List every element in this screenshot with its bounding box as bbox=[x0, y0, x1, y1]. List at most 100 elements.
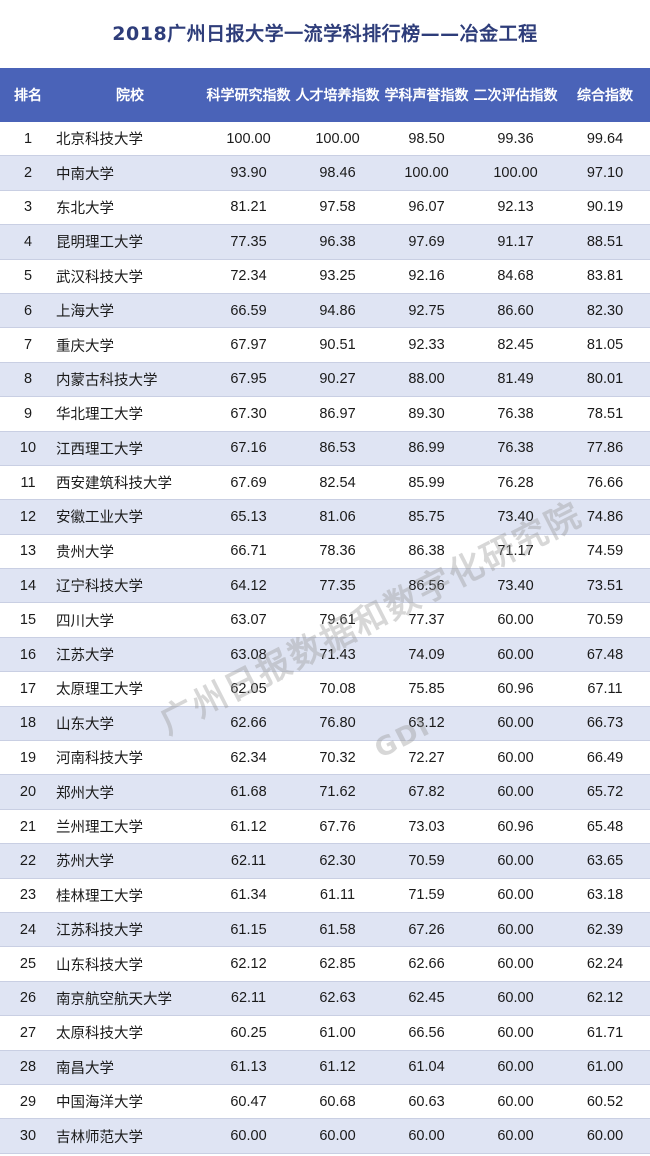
reputation-index-cell: 96.07 bbox=[382, 190, 471, 226]
header-reputation-index: 学科声誉指数 bbox=[382, 68, 471, 122]
table-row: 21 兰州理工大学 61.12 67.76 73.03 60.96 65.48 bbox=[0, 809, 650, 845]
rank-cell: 4 bbox=[0, 224, 56, 260]
reputation-index-cell: 89.30 bbox=[382, 396, 471, 432]
rank-cell: 20 bbox=[0, 774, 56, 810]
table-row: 22 苏州大学 62.11 62.30 70.59 60.00 63.65 bbox=[0, 843, 650, 879]
table-row: 9 华北理工大学 67.30 86.97 89.30 76.38 78.51 bbox=[0, 396, 650, 432]
talent-index-cell: 81.06 bbox=[293, 499, 382, 535]
reputation-index-cell: 100.00 bbox=[382, 155, 471, 191]
secondary-eval-index-cell: 60.00 bbox=[471, 706, 560, 742]
table-row: 30 吉林师范大学 60.00 60.00 60.00 60.00 60.00 bbox=[0, 1118, 650, 1154]
table-row: 25 山东科技大学 62.12 62.85 62.66 60.00 62.24 bbox=[0, 946, 650, 982]
talent-index-cell: 86.53 bbox=[293, 431, 382, 466]
talent-index-cell: 62.63 bbox=[293, 981, 382, 1017]
research-index-cell: 66.71 bbox=[204, 534, 293, 570]
overall-index-cell: 99.64 bbox=[560, 122, 650, 157]
table-row: 12 安徽工业大学 65.13 81.06 85.75 73.40 74.86 bbox=[0, 499, 650, 535]
school-cell: 四川大学 bbox=[56, 602, 204, 638]
rank-cell: 6 bbox=[0, 293, 56, 329]
overall-index-cell: 78.51 bbox=[560, 396, 650, 432]
research-index-cell: 61.12 bbox=[204, 809, 293, 845]
research-index-cell: 66.59 bbox=[204, 293, 293, 329]
reputation-index-cell: 63.12 bbox=[382, 706, 471, 742]
talent-index-cell: 61.00 bbox=[293, 1015, 382, 1051]
rank-cell: 8 bbox=[0, 362, 56, 398]
reputation-index-cell: 67.82 bbox=[382, 774, 471, 810]
talent-index-cell: 71.62 bbox=[293, 774, 382, 810]
rank-cell: 1 bbox=[0, 122, 56, 157]
secondary-eval-index-cell: 60.00 bbox=[471, 602, 560, 638]
reputation-index-cell: 88.00 bbox=[382, 362, 471, 398]
reputation-index-cell: 67.26 bbox=[382, 912, 471, 948]
rank-cell: 17 bbox=[0, 671, 56, 707]
school-cell: 吉林师范大学 bbox=[56, 1118, 204, 1154]
reputation-index-cell: 86.99 bbox=[382, 431, 471, 466]
overall-index-cell: 82.30 bbox=[560, 293, 650, 329]
rank-cell: 23 bbox=[0, 878, 56, 913]
table-row: 13 贵州大学 66.71 78.36 86.38 71.17 74.59 bbox=[0, 534, 650, 570]
reputation-index-cell: 92.33 bbox=[382, 327, 471, 363]
research-index-cell: 67.16 bbox=[204, 431, 293, 466]
research-index-cell: 67.69 bbox=[204, 465, 293, 501]
reputation-index-cell: 72.27 bbox=[382, 740, 471, 776]
ranking-table: 排名 院校 科学研究指数 人才培养指数 学科声誉指数 二次评估指数 综合指数 1… bbox=[0, 68, 650, 1154]
rank-cell: 25 bbox=[0, 946, 56, 982]
reputation-index-cell: 97.69 bbox=[382, 224, 471, 260]
table-row: 6 上海大学 66.59 94.86 92.75 86.60 82.30 bbox=[0, 293, 650, 329]
table-row: 3 东北大学 81.21 97.58 96.07 92.13 90.19 bbox=[0, 190, 650, 226]
reputation-index-cell: 66.56 bbox=[382, 1015, 471, 1051]
reputation-index-cell: 75.85 bbox=[382, 671, 471, 707]
talent-index-cell: 76.80 bbox=[293, 706, 382, 742]
header-rank: 排名 bbox=[0, 68, 56, 122]
talent-index-cell: 90.27 bbox=[293, 362, 382, 398]
talent-index-cell: 86.97 bbox=[293, 396, 382, 432]
reputation-index-cell: 71.59 bbox=[382, 878, 471, 913]
table-row: 15 四川大学 63.07 79.61 77.37 60.00 70.59 bbox=[0, 602, 650, 638]
rank-cell: 7 bbox=[0, 327, 56, 363]
overall-index-cell: 76.66 bbox=[560, 465, 650, 501]
research-index-cell: 67.30 bbox=[204, 396, 293, 432]
overall-index-cell: 63.65 bbox=[560, 843, 650, 879]
school-cell: 江苏科技大学 bbox=[56, 912, 204, 948]
table-row: 10 江西理工大学 67.16 86.53 86.99 76.38 77.86 bbox=[0, 431, 650, 466]
research-index-cell: 67.95 bbox=[204, 362, 293, 398]
overall-index-cell: 77.86 bbox=[560, 431, 650, 466]
school-cell: 武汉科技大学 bbox=[56, 259, 204, 294]
reputation-index-cell: 73.03 bbox=[382, 809, 471, 845]
talent-index-cell: 96.38 bbox=[293, 224, 382, 260]
secondary-eval-index-cell: 60.00 bbox=[471, 740, 560, 776]
school-cell: 昆明理工大学 bbox=[56, 224, 204, 260]
table-row: 27 太原科技大学 60.25 61.00 66.56 60.00 61.71 bbox=[0, 1015, 650, 1051]
table-row: 4 昆明理工大学 77.35 96.38 97.69 91.17 88.51 bbox=[0, 224, 650, 260]
table-row: 26 南京航空航天大学 62.11 62.63 62.45 60.00 62.12 bbox=[0, 981, 650, 1017]
rank-cell: 19 bbox=[0, 740, 56, 776]
rank-cell: 16 bbox=[0, 637, 56, 673]
rank-cell: 13 bbox=[0, 534, 56, 570]
research-index-cell: 63.07 bbox=[204, 602, 293, 638]
school-cell: 江苏大学 bbox=[56, 637, 204, 673]
table-row: 24 江苏科技大学 61.15 61.58 67.26 60.00 62.39 bbox=[0, 912, 650, 948]
reputation-index-cell: 85.99 bbox=[382, 465, 471, 501]
reputation-index-cell: 85.75 bbox=[382, 499, 471, 535]
research-index-cell: 62.05 bbox=[204, 671, 293, 707]
secondary-eval-index-cell: 76.28 bbox=[471, 465, 560, 501]
school-cell: 江西理工大学 bbox=[56, 431, 204, 466]
table-row: 11 西安建筑科技大学 67.69 82.54 85.99 76.28 76.66 bbox=[0, 465, 650, 501]
overall-index-cell: 90.19 bbox=[560, 190, 650, 226]
rank-cell: 18 bbox=[0, 706, 56, 742]
school-cell: 中南大学 bbox=[56, 155, 204, 191]
overall-index-cell: 73.51 bbox=[560, 568, 650, 604]
talent-index-cell: 97.58 bbox=[293, 190, 382, 226]
table-row: 14 辽宁科技大学 64.12 77.35 86.56 73.40 73.51 bbox=[0, 568, 650, 604]
secondary-eval-index-cell: 60.00 bbox=[471, 774, 560, 810]
secondary-eval-index-cell: 81.49 bbox=[471, 362, 560, 398]
reputation-index-cell: 86.38 bbox=[382, 534, 471, 570]
talent-index-cell: 93.25 bbox=[293, 259, 382, 294]
secondary-eval-index-cell: 92.13 bbox=[471, 190, 560, 226]
overall-index-cell: 62.12 bbox=[560, 981, 650, 1017]
school-cell: 西安建筑科技大学 bbox=[56, 465, 204, 501]
research-index-cell: 62.11 bbox=[204, 981, 293, 1017]
school-cell: 郑州大学 bbox=[56, 774, 204, 810]
school-cell: 北京科技大学 bbox=[56, 122, 204, 157]
talent-index-cell: 61.11 bbox=[293, 878, 382, 913]
